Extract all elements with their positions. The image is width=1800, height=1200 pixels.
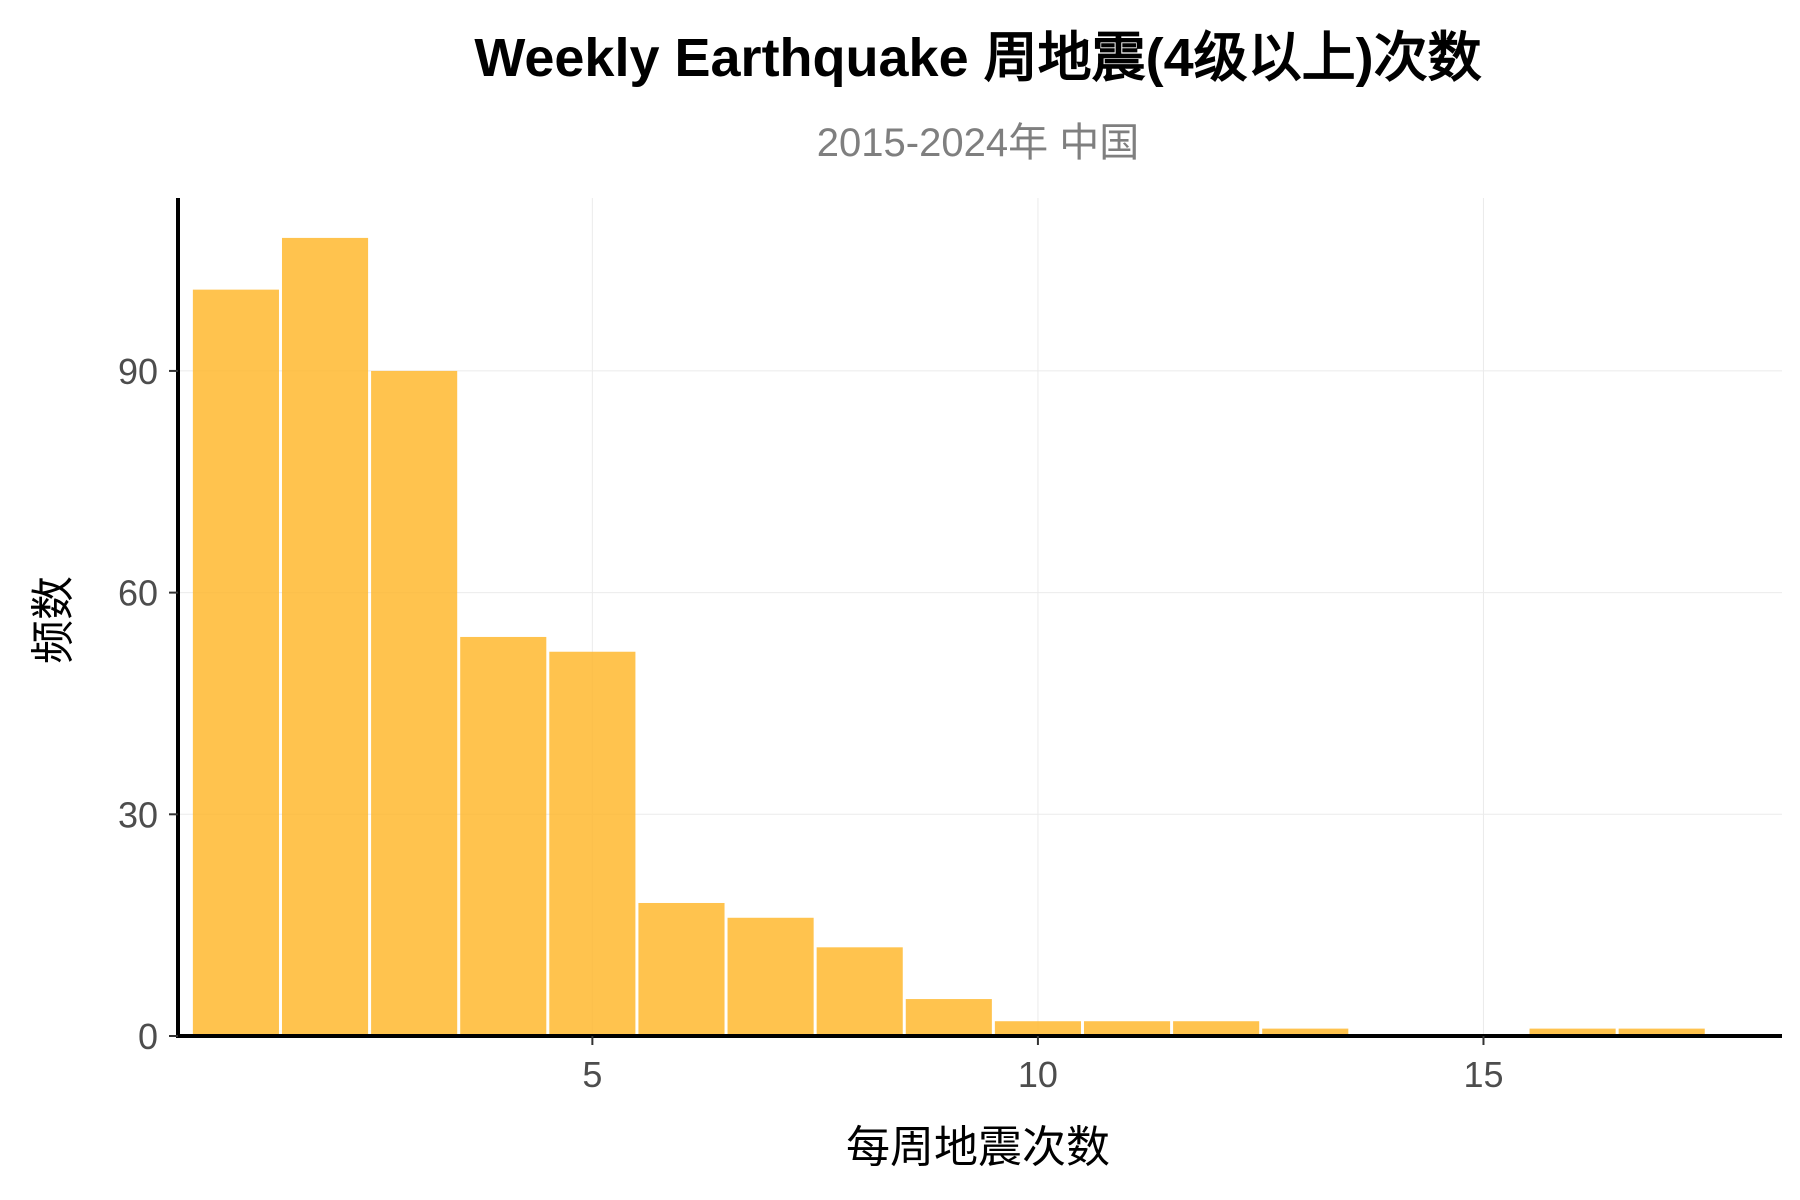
x-tick-label-15: 15 bbox=[1463, 1054, 1503, 1095]
bar-5 bbox=[549, 652, 635, 1036]
bars bbox=[193, 238, 1705, 1036]
y-tick-label-60: 60 bbox=[118, 573, 158, 614]
chart-subtitle: 2015-2024年 中国 bbox=[817, 121, 1139, 165]
y-tick-label-0: 0 bbox=[138, 1016, 158, 1057]
bar-4 bbox=[460, 637, 546, 1036]
bar-10 bbox=[995, 1021, 1081, 1036]
bar-11 bbox=[1084, 1021, 1170, 1036]
bar-8 bbox=[817, 947, 903, 1036]
bar-6 bbox=[638, 903, 724, 1036]
bar-7 bbox=[728, 918, 814, 1036]
bar-3 bbox=[371, 371, 457, 1036]
chart-title: Weekly Earthquake 周地震(4级以上)次数 bbox=[474, 28, 1481, 88]
bar-9 bbox=[906, 999, 992, 1036]
y-tick-label-30: 30 bbox=[118, 794, 158, 835]
y-axis-title: 频数 bbox=[28, 576, 79, 664]
x-tick-label-10: 10 bbox=[1018, 1054, 1058, 1095]
x-tick-label-5: 5 bbox=[582, 1054, 602, 1095]
bar-12 bbox=[1173, 1021, 1259, 1036]
bar-2 bbox=[282, 238, 368, 1036]
x-axis-title: 每周地震次数 bbox=[846, 1122, 1110, 1173]
y-tick-label-90: 90 bbox=[118, 351, 158, 392]
bar-1 bbox=[193, 290, 279, 1036]
